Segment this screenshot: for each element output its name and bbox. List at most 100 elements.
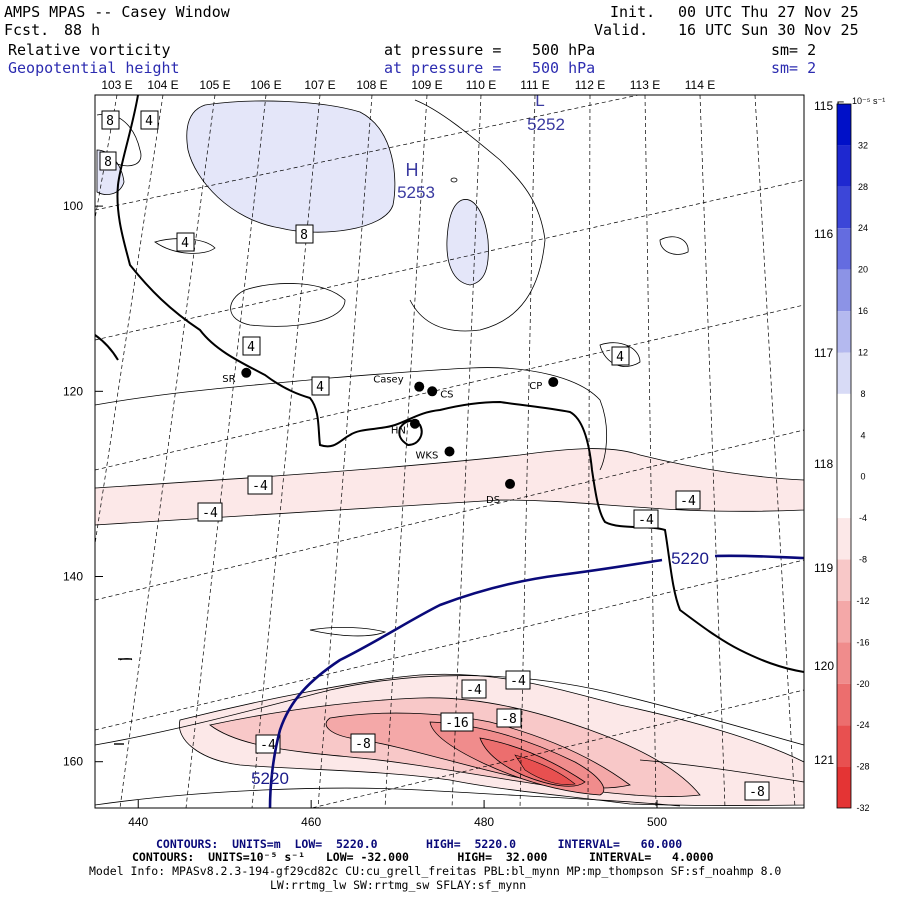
x-axis: 440 460 480 500 (128, 800, 667, 829)
valid-label: Valid. (594, 21, 649, 39)
colorbar-label: -4 (859, 513, 867, 523)
height-contours (268, 554, 804, 808)
high-center-marker: H (406, 160, 419, 180)
vorticity-label: -16 (440, 712, 474, 732)
meridian-line (754, 95, 796, 808)
colorbar-label: 0 (860, 472, 865, 482)
valid-value: 16 UTC Sun 30 Nov 25 (678, 21, 859, 39)
colorbar-segment (837, 476, 851, 519)
footer-model-info: Model Info: MPASv8.2.3-194-gf29cd82c CU:… (89, 864, 782, 878)
vorticity-contour-line (154, 238, 216, 254)
svg-text:-8: -8 (355, 737, 371, 752)
longitude-label: 113 E (630, 78, 660, 92)
vorticity-label: -8 (496, 708, 522, 728)
vorticity-label: -8 (744, 781, 770, 801)
svg-text:-8: -8 (501, 712, 517, 727)
svg-text:8: 8 (300, 228, 308, 243)
colorbar-label: -32 (856, 803, 869, 813)
colorbar-label: 8 (860, 389, 865, 399)
station-label: CP (529, 381, 542, 392)
plot-frame (94, 94, 805, 809)
colorbar: 32 28 24 20 16 12 8 4 0 -4 -8 -12 -16 -20 -24 -28 -32 (836, 103, 870, 813)
longitude-label: 114 E (685, 78, 715, 92)
parallel-line (310, 689, 804, 808)
vorticity-contour-line (230, 283, 346, 327)
coastline-path (116, 95, 804, 673)
vorticity-label: 4 (242, 336, 261, 356)
station-marker (427, 386, 438, 397)
colorbar-segment (837, 725, 851, 767)
colorbar-segment (837, 393, 851, 436)
height-contour-label: 5220 (251, 769, 289, 788)
colorbar-segment (837, 600, 851, 643)
y-axis: 100 120 140 160 (63, 199, 103, 769)
colorbar-segment (837, 435, 851, 477)
vorticity-contour-line (639, 759, 804, 783)
vorticity-label: 8 (99, 151, 117, 171)
vorticity-contour-line (409, 99, 546, 332)
vorticity-labels: 8 4 8 4 8 4 4 4 -4 -4 -4 -4 -4 -4 -16 -8… (99, 110, 770, 801)
smoothing-1: sm= 2 (771, 41, 817, 59)
x-tick-label: 460 (301, 815, 321, 829)
svg-text:8: 8 (106, 114, 114, 129)
colorbar-label: -28 (856, 762, 869, 772)
vorticity-label: -4 (675, 490, 701, 510)
footer-height-contours: CONTOURS: UNITS=m LOW= 5220.0 HIGH= 5220… (156, 837, 683, 851)
x-tick-label: 440 (128, 815, 148, 829)
colorbar-segment (837, 683, 851, 726)
negative-vorticity-area (514, 754, 576, 785)
height-contour-5220 (268, 558, 663, 808)
field-vorticity: Relative vorticity (8, 41, 171, 59)
longitude-label: 112 E (575, 78, 605, 92)
colorbar-label: 16 (858, 306, 868, 316)
colorbar-segment (837, 311, 851, 353)
station-label: SR (222, 374, 235, 385)
colorbar-label: 28 (858, 182, 868, 192)
svg-text:-16: -16 (445, 716, 468, 731)
colorbar-label: 24 (858, 223, 868, 233)
positive-vorticity-area (446, 199, 489, 286)
colorbar-label: 12 (858, 347, 868, 357)
vorticity-label: 4 (311, 376, 330, 396)
colorbar-label: 32 (858, 140, 868, 150)
colorbar-label: -16 (856, 637, 869, 647)
meridian-line (699, 95, 726, 808)
chart-title: AMPS MPAS -- Casey Window (4, 3, 230, 21)
vorticity-label: -4 (505, 670, 531, 690)
vorticity-label: -4 (255, 734, 281, 754)
colorbar-segment (837, 518, 851, 560)
colorbar-label: -24 (856, 720, 869, 730)
svg-text:-4: -4 (466, 683, 482, 698)
svg-text:-4: -4 (252, 479, 268, 494)
low-center-value: 5252 (527, 115, 565, 134)
small-contour (450, 177, 458, 183)
svg-text:4: 4 (316, 380, 324, 395)
coastline-path (95, 334, 119, 361)
parallel-line (95, 559, 804, 731)
forecast-value: 88 h (64, 21, 101, 39)
colorbar-unit: 10⁻⁵ s⁻¹ (852, 96, 885, 106)
colorbar-label: 4 (860, 430, 865, 440)
meridian-line (317, 95, 373, 808)
station-marker (444, 446, 455, 457)
svg-text:4: 4 (616, 350, 624, 365)
high-center-value: 5253 (397, 183, 435, 202)
positive-vorticity-area (186, 100, 396, 233)
colorbar-segment (837, 642, 851, 684)
svg-text:-4: -4 (260, 738, 276, 753)
colorbar-segment (837, 559, 851, 601)
longitude-label: 105 E (199, 78, 230, 92)
meridian-line (185, 95, 267, 808)
colorbar-segment (837, 228, 851, 270)
coastline-path (398, 419, 423, 447)
svg-text:8: 8 (104, 155, 112, 170)
pressure-value-2: 500 hPa (532, 59, 596, 77)
longitude-label: 106 E (250, 78, 281, 92)
forecast-label: Fcst. (4, 21, 50, 39)
y-tick-label: 160 (63, 755, 83, 769)
y-tick-label: 140 (63, 570, 83, 584)
meridian-line (119, 95, 216, 808)
field-geopotential: Geopotential height (8, 59, 180, 77)
footer-vorticity-contours: CONTOURS: UNITS=10⁻⁵ s⁻¹ LOW= -32.000 HI… (132, 850, 714, 864)
longitude-label: 107 E (304, 78, 335, 92)
